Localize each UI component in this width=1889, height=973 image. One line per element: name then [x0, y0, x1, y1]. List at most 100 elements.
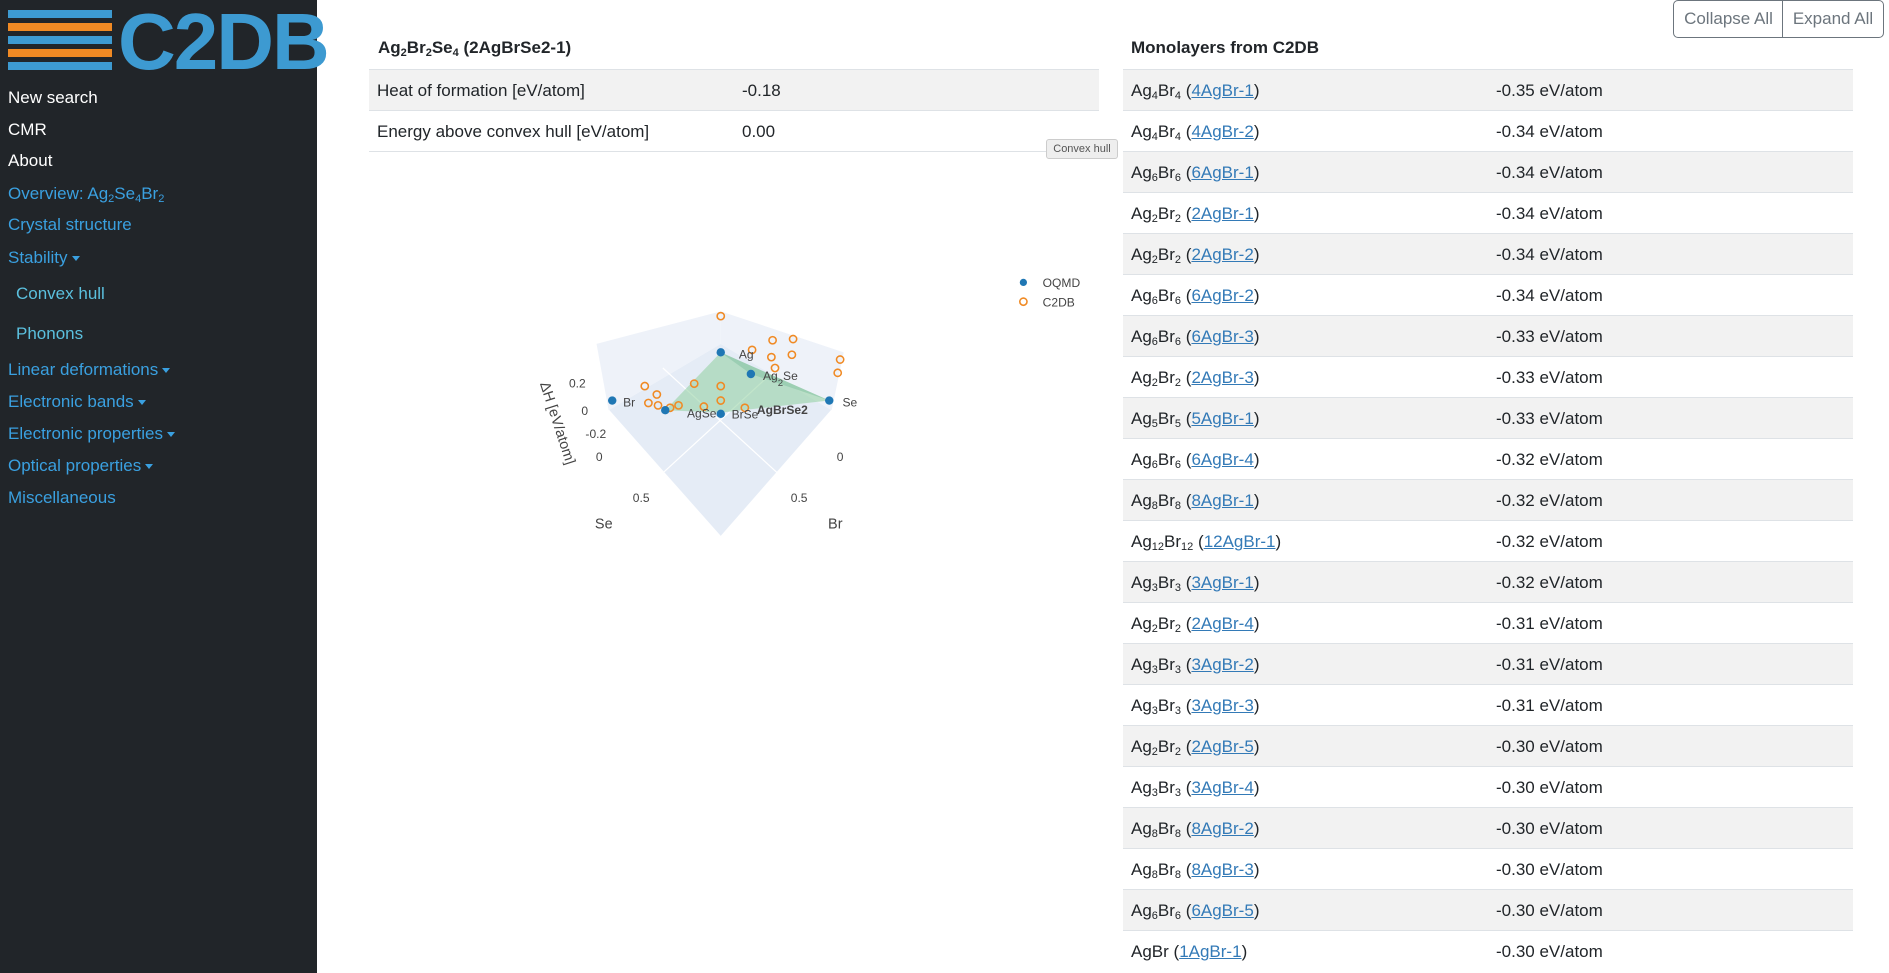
- expand-button[interactable]: Expand All: [1782, 0, 1884, 38]
- table-cell: -0.34 eV/atom: [1496, 204, 1603, 223]
- material-link[interactable]: 2AgBr-3: [1191, 368, 1254, 387]
- formula: Ag2Br2: [1131, 368, 1182, 389]
- nav-link[interactable]: Overview: Ag2Se4Br2: [8, 184, 165, 205]
- table-row: Ag6Br6 (6AgBr-5) -0.30 eV/atom: [1123, 889, 1853, 930]
- formula: Ag3Br3: [1131, 778, 1182, 799]
- table-cell: Ag5Br5 (5AgBr-1): [1131, 409, 1260, 430]
- table-cell: -0.35 eV/atom: [1496, 81, 1603, 100]
- nav-link[interactable]: Convex hull: [16, 284, 105, 303]
- formula: Ag3Br3: [1131, 655, 1182, 676]
- material-link[interactable]: 6AgBr-1: [1191, 163, 1254, 182]
- table-row: Ag12Br12 (12AgBr-1) -0.32 eV/atom: [1123, 520, 1853, 561]
- formula: Ag6Br6: [1131, 901, 1182, 922]
- material-link[interactable]: 2AgBr-1: [1191, 204, 1254, 223]
- table-row: Ag2Br2 (2AgBr-4) -0.31 eV/atom: [1123, 602, 1853, 643]
- formula: Ag2Br2: [1131, 204, 1182, 225]
- material-link[interactable]: 4AgBr-2: [1191, 122, 1254, 141]
- point-label: Br: [623, 396, 635, 410]
- formula: Ag5Br5: [1131, 409, 1182, 430]
- formula: Ag4Br4: [1131, 122, 1182, 143]
- material-link[interactable]: 1AgBr-1: [1179, 942, 1242, 961]
- table-cell: -0.32 eV/atom: [1496, 450, 1603, 469]
- table-row: Ag2Br2 (2AgBr-1) -0.34 eV/atom: [1123, 192, 1853, 233]
- table-cell: Ag2Br2 (2AgBr-1): [1131, 204, 1260, 225]
- table-cell: -0.33 eV/atom: [1496, 409, 1603, 428]
- material-link[interactable]: 3AgBr-4: [1191, 778, 1254, 797]
- table-row: Ag2Br2 (2AgBr-5) -0.30 eV/atom: [1123, 725, 1853, 766]
- table-row: Ag4Br4 (4AgBr-2) -0.34 eV/atom: [1123, 110, 1853, 151]
- material-link[interactable]: 12AgBr-1: [1203, 532, 1276, 551]
- nav-link[interactable]: About: [8, 151, 53, 170]
- formula: Ag2Br2: [1131, 614, 1182, 635]
- material-link[interactable]: 8AgBr-2: [1191, 819, 1254, 838]
- table-cell: Ag4Br4 (4AgBr-2): [1131, 122, 1260, 143]
- nav-link[interactable]: New search: [8, 88, 98, 107]
- table-row: Ag6Br6 (6AgBr-4) -0.32 eV/atom: [1123, 438, 1853, 479]
- material-link[interactable]: 6AgBr-3: [1191, 327, 1254, 346]
- nav-link[interactable]: Electronic properties: [8, 424, 175, 444]
- formula: Ag6Br6: [1131, 450, 1182, 471]
- material-link[interactable]: 4AgBr-1: [1191, 81, 1254, 100]
- material-link[interactable]: 2AgBr-5: [1191, 737, 1254, 756]
- material-link[interactable]: 3AgBr-1: [1191, 573, 1254, 592]
- z-tick: -0.2: [585, 427, 606, 441]
- sidebar: C2DB New search CMR About Overview: Ag2Se4B…: [0, 0, 330, 973]
- nav-link[interactable]: Electronic bands: [8, 392, 146, 412]
- material-link[interactable]: 8AgBr-1: [1191, 491, 1254, 510]
- table-cell: Ag2Br2 (2AgBr-4): [1131, 614, 1260, 635]
- table-cell: -0.34 eV/atom: [1496, 163, 1603, 182]
- floor-tick: 0: [837, 450, 844, 464]
- material-link[interactable]: 8AgBr-3: [1191, 860, 1254, 879]
- material-link[interactable]: 2AgBr-4: [1191, 614, 1254, 633]
- table-cell: -0.31 eV/atom: [1496, 614, 1603, 633]
- table-cell: -0.33 eV/atom: [1496, 368, 1603, 387]
- table-cell: Ag6Br6 (6AgBr-2): [1131, 286, 1260, 307]
- formula: Ag3Br3: [1131, 696, 1182, 717]
- formula: Ag6Br6: [1131, 163, 1182, 184]
- nav-link[interactable]: Miscellaneous: [8, 488, 116, 507]
- table-row: Ag4Br4 (4AgBr-1) -0.35 eV/atom: [1123, 69, 1853, 110]
- material-link[interactable]: 3AgBr-2: [1191, 655, 1254, 674]
- table-row: Ag8Br8 (8AgBr-2) -0.30 eV/atom: [1123, 807, 1853, 848]
- formula: Ag2Br2Se4: [378, 38, 459, 59]
- convex-hull-plot[interactable]: OQMD C2DB 0.2 0 -0.2 0 0.5 0.5 0 Ag Se B…: [482, 169, 1109, 567]
- table-cell: Ag2Br2 (2AgBr-2): [1131, 245, 1260, 266]
- logo[interactable]: C2DB: [118, 0, 330, 86]
- nav-link[interactable]: Stability: [8, 248, 80, 268]
- logo-icon: [8, 10, 112, 70]
- material-link[interactable]: 5AgBr-1: [1191, 409, 1254, 428]
- material-title: Ag2Br2Se4 (2AgBrSe2-1): [378, 38, 571, 59]
- nav-link[interactable]: Crystal structure: [8, 215, 132, 234]
- material-link[interactable]: 6AgBr-4: [1191, 450, 1254, 469]
- nav-link[interactable]: Optical properties: [8, 456, 153, 476]
- table-row: Ag8Br8 (8AgBr-1) -0.32 eV/atom: [1123, 479, 1853, 520]
- nav-link[interactable]: CMR: [8, 120, 47, 139]
- table-cell: Ag3Br3 (3AgBr-2): [1131, 655, 1260, 676]
- point-label: Se: [843, 396, 858, 410]
- table-row: Ag3Br3 (3AgBr-1) -0.32 eV/atom: [1123, 561, 1853, 602]
- nav-link[interactable]: Phonons: [16, 324, 84, 343]
- nav-link[interactable]: Linear deformations: [8, 360, 170, 380]
- table-cell: -0.32 eV/atom: [1496, 573, 1603, 592]
- table-row: Ag2Br2 (2AgBr-3) -0.33 eV/atom: [1123, 356, 1853, 397]
- formula: Ag8Br8: [1131, 491, 1182, 512]
- table-row: Ag3Br3 (3AgBr-3) -0.31 eV/atom: [1123, 684, 1853, 725]
- point-label: BrSe: [732, 408, 759, 422]
- floor-tick: 0.5: [633, 491, 650, 505]
- legend-label[interactable]: C2DB: [1043, 296, 1075, 310]
- legend-label[interactable]: OQMD: [1043, 276, 1081, 290]
- formula: Ag12Br12: [1131, 532, 1194, 553]
- collapse-button[interactable]: Collapse All: [1673, 0, 1784, 38]
- monolayers-title: Monolayers from C2DB: [1131, 38, 1319, 57]
- material-link[interactable]: 3AgBr-3: [1191, 696, 1254, 715]
- formula: Ag4Br4: [1131, 81, 1182, 102]
- table-cell: -0.31 eV/atom: [1496, 696, 1603, 715]
- table-cell: Ag3Br3 (3AgBr-4): [1131, 778, 1260, 799]
- material-link[interactable]: 2AgBr-2: [1191, 245, 1254, 264]
- table-cell: Ag6Br6 (6AgBr-3): [1131, 327, 1260, 348]
- formula: AgBr: [1131, 942, 1169, 961]
- material-link[interactable]: 6AgBr-2: [1191, 286, 1254, 305]
- table-cell: -0.31 eV/atom: [1496, 655, 1603, 674]
- table-cell: -0.30 eV/atom: [1496, 778, 1603, 797]
- material-link[interactable]: 6AgBr-5: [1191, 901, 1254, 920]
